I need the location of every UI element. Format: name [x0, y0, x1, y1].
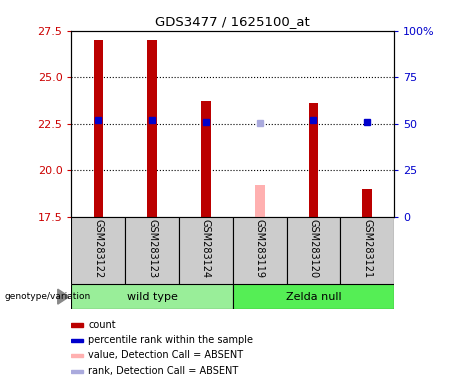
Bar: [148, 40, 157, 217]
Text: value, Detection Call = ABSENT: value, Detection Call = ABSENT: [88, 351, 243, 361]
Bar: [309, 103, 318, 217]
Bar: [287, 217, 340, 284]
Bar: [201, 101, 211, 217]
Text: GSM283123: GSM283123: [147, 219, 157, 278]
Bar: [71, 339, 83, 342]
Text: rank, Detection Call = ABSENT: rank, Detection Call = ABSENT: [88, 366, 238, 376]
Bar: [255, 185, 265, 217]
Bar: [233, 217, 287, 284]
Text: count: count: [88, 320, 116, 330]
Polygon shape: [58, 289, 69, 304]
Bar: [71, 369, 83, 372]
Bar: [71, 354, 83, 357]
Text: genotype/variation: genotype/variation: [5, 292, 91, 301]
Bar: [125, 217, 179, 284]
Title: GDS3477 / 1625100_at: GDS3477 / 1625100_at: [155, 15, 310, 28]
Bar: [71, 217, 125, 284]
Bar: [94, 40, 103, 217]
Bar: [179, 217, 233, 284]
Text: Zelda null: Zelda null: [286, 291, 341, 302]
Bar: [362, 189, 372, 217]
Bar: [233, 284, 394, 309]
Bar: [71, 323, 83, 326]
Bar: [71, 284, 233, 309]
Bar: [340, 217, 394, 284]
Text: percentile rank within the sample: percentile rank within the sample: [88, 335, 253, 345]
Text: GSM283124: GSM283124: [201, 219, 211, 278]
Text: GSM283120: GSM283120: [308, 219, 319, 278]
Text: GSM283122: GSM283122: [93, 219, 103, 278]
Text: wild type: wild type: [127, 291, 177, 302]
Text: GSM283119: GSM283119: [254, 219, 265, 278]
Text: GSM283121: GSM283121: [362, 219, 372, 278]
